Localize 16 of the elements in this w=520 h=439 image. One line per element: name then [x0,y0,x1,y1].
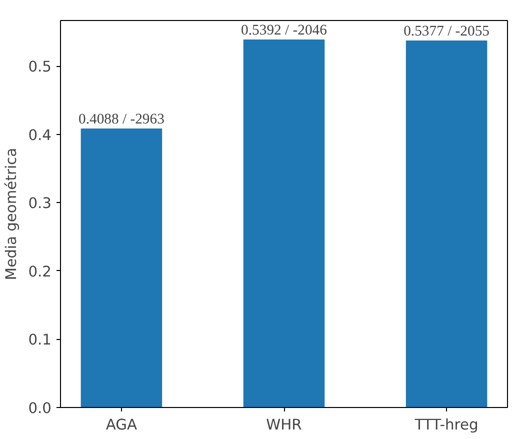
bar [243,39,325,408]
bar [406,40,488,408]
y-tick-label: 0.1 [28,332,52,349]
x-tick-label: WHR [266,416,302,434]
y-tick-label: 0.0 [28,400,52,417]
y-axis-title: Media geométrica [3,148,20,280]
bar [80,128,162,408]
data-label: 0.5392 / -2046 [241,22,327,38]
x-tick-label: AGA [106,416,138,434]
y-tick-label: 0.4 [28,126,52,144]
data-label: 0.4088 / -2963 [78,111,164,128]
y-tick-label: 0.2 [28,263,52,280]
y-tick-label: 0.5 [28,58,52,76]
data-label: 0.5377 / -2055 [404,24,490,40]
x-tick-label: TTT-hreg [414,416,478,434]
y-tick-label: 0.3 [28,195,52,212]
